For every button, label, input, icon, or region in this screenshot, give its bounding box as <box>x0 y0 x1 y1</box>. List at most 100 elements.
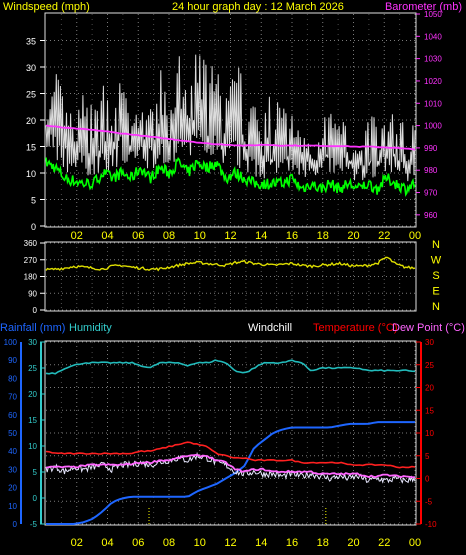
barometer-tick-label: 1020 <box>424 77 442 86</box>
time-tick-label: 00 <box>409 230 421 242</box>
time-tick-label: 08 <box>163 230 175 242</box>
barometer-tick-label: 1030 <box>424 55 442 64</box>
humidity-tick-label: 5 <box>33 468 38 477</box>
humidity-tick-label: 20 <box>28 390 37 399</box>
direction-tick-label: 0 <box>33 306 38 315</box>
direction-grid <box>46 242 415 311</box>
barometer-axis-label: Barometer (mb) <box>385 1 462 13</box>
windspeed-tick-label: 15 <box>26 143 36 153</box>
time-tick-label: 22 <box>378 537 390 549</box>
rainfall-tick-label: 50 <box>8 429 17 438</box>
compass-label: N <box>432 301 440 313</box>
wind-time-ticks: 02 04 06 08 10 12 14 16 18 20 22 00 <box>71 230 422 242</box>
rainfall-tick-label: 20 <box>8 484 17 493</box>
barometer-tick-label: 960 <box>424 211 438 220</box>
temperature-time-ticks: 02 04 06 08 10 12 14 16 18 20 22 00 <box>71 537 422 549</box>
rainfall-tick-label: 0 <box>13 520 18 529</box>
compass-label: E <box>432 286 439 298</box>
compass-label: W <box>431 255 442 267</box>
temperature-tick-label: 20 <box>425 384 434 393</box>
time-tick-label: 02 <box>71 230 83 242</box>
time-tick-label: 12 <box>224 230 236 242</box>
windspeed-tick-label: 35 <box>26 37 36 47</box>
barometer-tick-label: 980 <box>424 166 438 175</box>
rainfall-tick-label: 80 <box>8 374 17 383</box>
windspeed-tick-label: 25 <box>26 90 36 100</box>
humidity-tick-label: 15 <box>28 416 37 425</box>
direction-tick-label: 90 <box>28 289 37 298</box>
time-tick-label: 00 <box>409 537 421 549</box>
time-tick-label: 10 <box>194 537 206 549</box>
barometer-ticks: 960 970 980 990 1000 1010 1020 1030 1040 1050 <box>416 10 442 220</box>
temperature-axis-label: Temperature (°C) <box>313 322 397 334</box>
windspeed-tick-label: 10 <box>26 169 36 179</box>
humidity-ticks: -5 0 5 10 15 20 25 30 <box>28 338 45 529</box>
time-tick-label: 16 <box>286 230 298 242</box>
rainfall-tick-label: 30 <box>8 465 17 474</box>
time-tick-label: 20 <box>347 537 359 549</box>
temperature-tick-label: 10 <box>425 429 434 438</box>
windspeed-axis-label: Windspeed (mph) <box>3 1 90 13</box>
rainfall-tick-label: 90 <box>8 356 17 365</box>
windspeed-ticks: 0 5 10 15 20 25 30 35 <box>26 37 45 232</box>
rainfall-tick-label: 60 <box>8 411 17 420</box>
time-tick-label: 04 <box>101 537 113 549</box>
barometer-tick-label: 990 <box>424 144 438 153</box>
humidity-tick-label: 10 <box>28 442 37 451</box>
temperature-line <box>45 441 416 469</box>
temperature-grid <box>46 341 416 525</box>
time-tick-label: 22 <box>378 230 390 242</box>
direction-ticks: 0 90 180 270 360 <box>24 239 45 315</box>
lull-line <box>45 157 416 197</box>
direction-tick-label: 270 <box>24 256 38 265</box>
time-tick-label: 08 <box>163 537 175 549</box>
time-tick-label: 06 <box>132 537 144 549</box>
temperature-tick-label: 30 <box>425 338 434 347</box>
humidity-tick-label: 30 <box>28 338 37 347</box>
temperature-tick-label: -5 <box>425 497 433 506</box>
temperature-tick-label: 5 <box>425 452 430 461</box>
direction-tick-label: 180 <box>24 273 38 282</box>
barometer-tick-label: 1040 <box>424 32 442 41</box>
humidity-tick-label: 0 <box>33 494 38 503</box>
windchill-label: Windchill <box>248 322 292 334</box>
compass-label: S <box>432 270 439 282</box>
time-tick-label: 18 <box>317 230 329 242</box>
wind-series <box>45 54 416 197</box>
dewpoint-line <box>45 453 416 479</box>
barometer-tick-label: 1000 <box>424 122 442 131</box>
temperature-tick-label: 0 <box>425 475 430 484</box>
rainfall-tick-label: 10 <box>8 502 17 511</box>
windspeed-tick-label: 5 <box>31 196 36 206</box>
rainfall-line <box>46 421 415 525</box>
windspeed-tick-label: 0 <box>31 222 36 232</box>
time-tick-label: 14 <box>255 230 267 242</box>
temperature-series <box>45 359 416 525</box>
humidity-tick-label: 25 <box>28 364 37 373</box>
time-tick-label: 04 <box>101 230 113 242</box>
time-tick-label: 18 <box>317 537 329 549</box>
barometer-line <box>45 124 416 151</box>
dewpoint-label: Dew Point (°C) <box>392 322 465 334</box>
rainfall-axis-label: Rainfall (mm) <box>0 322 65 334</box>
direction-tick-label: 360 <box>24 239 38 248</box>
rainfall-tick-label: 40 <box>8 447 17 456</box>
time-tick-label: 12 <box>224 537 236 549</box>
windspeed-line <box>45 54 416 182</box>
direction-series <box>45 256 416 272</box>
compass-label: N <box>432 239 440 251</box>
rainfall-tick-label: 100 <box>4 338 18 347</box>
windspeed-tick-label: 20 <box>26 116 36 126</box>
time-tick-label: 16 <box>286 537 298 549</box>
temperature-tick-label: -10 <box>425 520 437 529</box>
time-tick-label: 14 <box>255 537 267 549</box>
rainfall-ticks: 0 10 20 30 40 50 60 70 80 90 100 <box>4 338 22 529</box>
temperature-tick-label: 15 <box>425 406 434 415</box>
temperature-tick-label: 25 <box>425 361 434 370</box>
time-tick-label: 10 <box>194 230 206 242</box>
time-tick-label: 06 <box>132 230 144 242</box>
chart-title: 24 hour graph day : 12 March 2026 <box>172 1 344 13</box>
barometer-tick-label: 1010 <box>424 99 442 108</box>
